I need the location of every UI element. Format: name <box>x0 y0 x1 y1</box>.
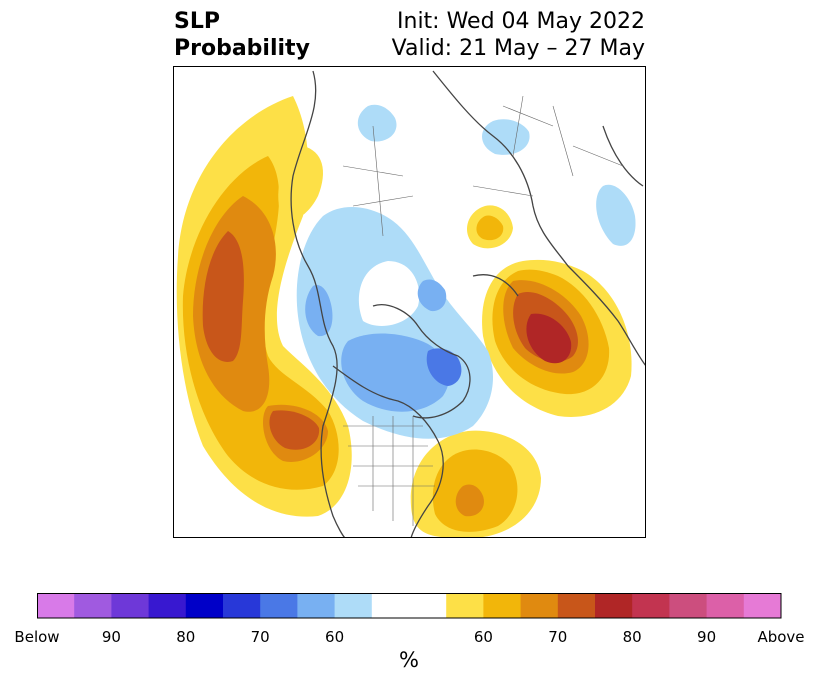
probability-map <box>173 66 646 538</box>
western-canada-anomaly <box>278 146 323 220</box>
colorbar-swatch <box>74 593 112 618</box>
colorbar-tick-label: 80 <box>176 628 196 646</box>
colorbar-swatch <box>483 593 522 618</box>
colorbar-swatch <box>446 593 484 618</box>
colorbar-tick-label: 90 <box>101 628 121 646</box>
colorbar-swatch <box>260 593 298 618</box>
colorbar-swatch <box>706 593 745 618</box>
colorbar-swatch <box>297 593 336 618</box>
colorbar-tick-label: 60 <box>325 628 345 646</box>
colorbar-frame <box>37 593 782 619</box>
colorbar-swatch <box>520 593 559 618</box>
colorbar-swatch <box>334 593 373 618</box>
map-frame <box>173 66 646 538</box>
colorbar-unit-label: % <box>399 648 419 672</box>
colorbar-swatch <box>223 593 261 618</box>
colorbar-swatch <box>743 593 782 618</box>
colorbar-tick-label: 90 <box>697 628 717 646</box>
valid-range-label: Valid: 21 May – 27 May <box>391 36 645 61</box>
colorbar-swatch <box>148 593 187 618</box>
pacific-high-anomaly <box>176 96 352 517</box>
colorbar-swatch <box>37 593 75 618</box>
colorbar-swatch <box>557 593 596 618</box>
colorbar <box>37 593 782 619</box>
colorbar-swatch <box>595 593 633 618</box>
political-borders <box>342 95 624 526</box>
colorbar-tick-label: 70 <box>548 628 568 646</box>
colorbar-swatch <box>669 593 708 618</box>
atlantic-high-anomaly <box>482 259 632 417</box>
colorbar-swatch <box>409 593 447 618</box>
chart-title-left: SLP Probability <box>174 8 310 62</box>
colorbar-swatch <box>632 593 670 618</box>
coastline-outlines <box>290 70 646 538</box>
colorbar-swatch <box>111 593 150 618</box>
title-slp: SLP <box>174 9 220 34</box>
siberia-above-anomaly <box>466 205 513 249</box>
init-date-label: Init: Wed 04 May 2022 <box>397 9 645 34</box>
colorbar-tick-label: Above <box>757 628 805 646</box>
title-probability: Probability <box>174 36 310 61</box>
colorbar-tick-label: 60 <box>473 628 493 646</box>
colorbar-swatch <box>185 593 224 618</box>
chart-title-right: Init: Wed 04 May 2022 Valid: 21 May – 27… <box>392 8 645 62</box>
arctic-below-anomaly <box>296 104 636 439</box>
colorbar-tick-label: Below <box>14 628 60 646</box>
colorbar-tick-label: 70 <box>250 628 270 646</box>
colorbar-swatch <box>371 593 410 618</box>
colorbar-tick-label: 80 <box>622 628 642 646</box>
